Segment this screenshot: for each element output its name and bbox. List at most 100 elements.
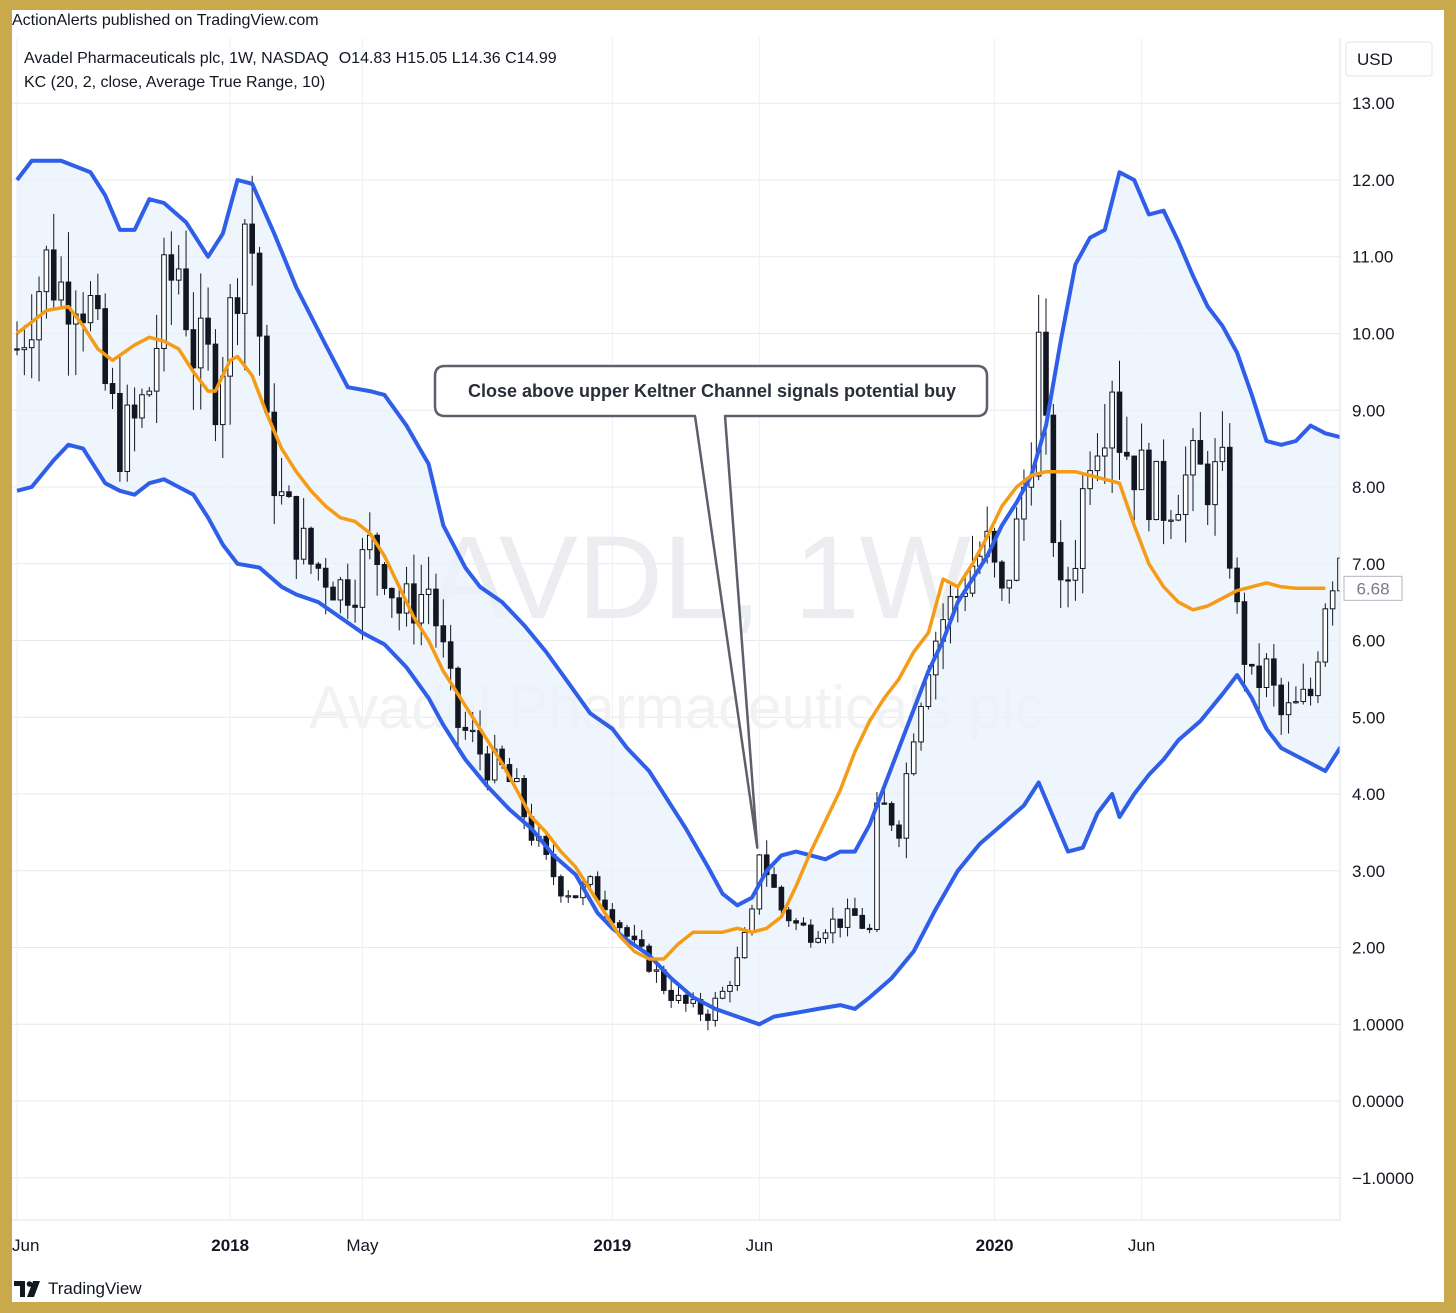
candle xyxy=(631,924,638,945)
candle xyxy=(1263,653,1270,698)
y-tick-label: 13.00 xyxy=(1352,94,1395,113)
y-tick-label: 2.00 xyxy=(1352,939,1385,958)
y-tick-label: 10.00 xyxy=(1352,325,1395,344)
y-tick-label: −1.0000 xyxy=(1352,1169,1414,1188)
y-tick-label: 0.0000 xyxy=(1352,1092,1404,1111)
candle xyxy=(1146,442,1152,532)
candle xyxy=(1182,446,1189,543)
candle xyxy=(1057,520,1064,608)
candle xyxy=(800,917,807,927)
candle xyxy=(830,907,836,944)
candle xyxy=(881,789,888,805)
candle xyxy=(80,292,86,352)
candle xyxy=(1131,455,1138,521)
candle xyxy=(440,599,447,658)
candle xyxy=(102,293,109,391)
keltner-basis xyxy=(15,304,1326,961)
candle xyxy=(896,820,902,848)
candle xyxy=(1109,380,1115,493)
candle xyxy=(1175,494,1182,522)
candle xyxy=(344,563,351,620)
tradingview-footer[interactable]: TradingView xyxy=(14,1279,142,1299)
candle xyxy=(844,898,851,937)
candle xyxy=(161,237,167,372)
candle xyxy=(1197,411,1204,465)
candle xyxy=(1278,677,1285,735)
keltner-upper-band xyxy=(15,158,1340,908)
x-tick-label: Jun xyxy=(1128,1236,1155,1255)
y-tick-label: 6.00 xyxy=(1352,632,1385,651)
candle xyxy=(1050,403,1057,558)
candle xyxy=(146,386,153,397)
candle xyxy=(234,278,241,346)
x-tick-label: May xyxy=(346,1236,379,1255)
ohlc-values: O14.83 H15.05 L14.36 C14.99 xyxy=(339,50,557,67)
candle xyxy=(308,526,314,574)
y-tick-label: 5.00 xyxy=(1352,708,1385,727)
candle xyxy=(1013,507,1020,582)
candle xyxy=(1285,681,1292,734)
candle xyxy=(293,495,300,580)
tradingview-logo-icon xyxy=(14,1281,40,1297)
chart-frame: ActionAlerts published on TradingView.co… xyxy=(12,10,1444,1302)
last-value-label: 6.68 xyxy=(1356,579,1389,598)
candle xyxy=(271,383,278,525)
candle xyxy=(1190,428,1196,512)
candle xyxy=(1300,663,1307,705)
candle xyxy=(888,801,895,832)
x-tick-label: Jun xyxy=(12,1236,39,1255)
candle xyxy=(565,890,572,903)
x-tick-label: Jun xyxy=(746,1236,773,1255)
candle xyxy=(638,930,645,952)
candle xyxy=(168,231,175,325)
candle xyxy=(785,907,792,927)
candle xyxy=(315,561,322,581)
candle xyxy=(190,292,197,410)
candle xyxy=(227,284,233,425)
candle xyxy=(793,918,799,931)
candle xyxy=(1241,592,1248,692)
candle xyxy=(381,562,388,595)
candle xyxy=(389,587,395,618)
candle xyxy=(153,314,160,424)
candle xyxy=(14,321,20,356)
candle xyxy=(1124,416,1130,461)
candle xyxy=(242,218,248,371)
annotation-callout[interactable]: Close above upper Keltner Channel signal… xyxy=(433,364,989,849)
candle xyxy=(852,897,858,916)
candle xyxy=(705,1009,711,1031)
symbol-name: Avadel Pharmaceuticals plc, 1W, NASDAQ xyxy=(24,50,329,67)
candle xyxy=(999,559,1005,601)
candle xyxy=(741,927,748,959)
candle xyxy=(771,867,777,889)
candle xyxy=(124,384,131,482)
candles xyxy=(14,175,1340,1031)
candle xyxy=(1006,579,1013,604)
candle xyxy=(264,324,270,414)
candle xyxy=(28,294,35,379)
candle xyxy=(1226,423,1233,579)
candle xyxy=(918,702,924,751)
candle xyxy=(330,581,336,601)
candle xyxy=(1065,566,1071,608)
indicator-label: KC (20, 2, close, Average True Range, 10… xyxy=(24,74,325,91)
candle xyxy=(558,874,564,903)
candle xyxy=(175,245,182,295)
candle xyxy=(249,175,255,286)
y-tick-label: 7.00 xyxy=(1352,555,1385,574)
candlestick-chart[interactable]: AVDL, 1W Avadel Pharmaceuticals plc −1.0… xyxy=(12,10,1444,1302)
currency-label: USD xyxy=(1357,50,1393,69)
candle xyxy=(1116,360,1123,480)
candle xyxy=(1160,439,1167,545)
candle xyxy=(462,711,469,740)
candle xyxy=(425,556,432,625)
candle xyxy=(484,745,491,791)
candle xyxy=(131,387,138,452)
candle xyxy=(1087,451,1093,505)
candle xyxy=(396,585,402,631)
candle xyxy=(183,230,189,337)
currency-box[interactable]: USD xyxy=(1345,41,1433,77)
candle xyxy=(352,579,358,623)
candle xyxy=(514,768,520,783)
time-axis: Jun 2018 May 2019 Jun 2020 Jun xyxy=(12,1236,1155,1255)
